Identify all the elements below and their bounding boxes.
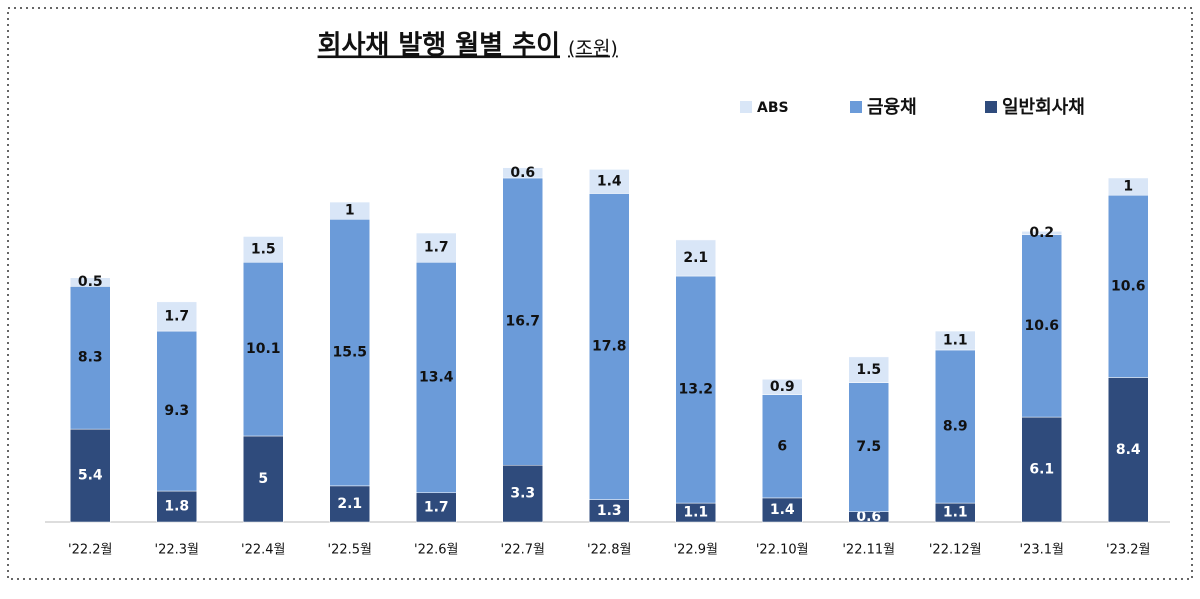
x-tick-label: '22.12월 [929, 543, 982, 558]
x-tick-label: '22.8월 [587, 543, 631, 558]
bar-segment [848, 382, 889, 512]
x-tick-label: '23.2월 [1106, 543, 1150, 558]
data-label: 10.6 [1024, 318, 1059, 334]
bar-segment [675, 239, 716, 277]
data-label: 1.3 [597, 503, 622, 519]
data-label: 3.3 [510, 486, 535, 502]
bar-segment [848, 356, 889, 383]
bar-segment [416, 232, 457, 263]
bar-segment [762, 497, 803, 523]
data-label: 7.5 [856, 439, 881, 455]
data-label: 1.4 [770, 502, 795, 518]
bar-segment [70, 277, 111, 287]
bar-segment [329, 219, 370, 487]
bar-segment [589, 193, 630, 500]
data-label: 1.1 [683, 505, 708, 521]
data-label: 10.6 [1111, 278, 1146, 294]
legend-swatch [740, 101, 752, 113]
legend-label: ABS [757, 100, 789, 116]
data-label: 1 [345, 203, 355, 219]
legend-label: 금융채 [867, 97, 917, 118]
data-label: 13.4 [419, 370, 454, 386]
data-label: 1.4 [597, 173, 622, 189]
frame [7, 7, 1193, 580]
x-tick-label: '22.9월 [674, 543, 718, 558]
bar-segment [589, 169, 630, 194]
bar-segment [675, 275, 716, 504]
data-label: 17.8 [592, 339, 627, 355]
bar-segment [1108, 377, 1149, 523]
data-label: 8.3 [78, 350, 103, 366]
data-label: 6.1 [1029, 462, 1054, 478]
data-label: 1.5 [251, 241, 276, 257]
bar-segment [156, 490, 197, 523]
x-tick-label: '22.11월 [842, 543, 895, 558]
bar-segment [502, 167, 543, 179]
data-label: 1.7 [424, 240, 449, 256]
x-tick-label: '22.3월 [155, 543, 199, 558]
data-label: 0.9 [770, 379, 795, 395]
chart-title: 회사채 발행 월별 추이 [318, 31, 560, 61]
x-tick-label: '22.6월 [414, 543, 458, 558]
bar-segment [502, 464, 543, 523]
unit-label: (조원) [568, 38, 618, 60]
data-label: 2.1 [683, 250, 708, 266]
data-label: 0.6 [856, 509, 881, 525]
data-label: 9.3 [164, 403, 189, 419]
data-label: 8.9 [943, 419, 968, 435]
data-label: 1.7 [164, 308, 189, 324]
bar-segment [243, 262, 284, 437]
bar-segment [1021, 234, 1062, 418]
bar-segment [762, 378, 803, 395]
data-label: 1.7 [424, 499, 449, 515]
bar-segment [935, 330, 976, 351]
data-label: 13.2 [678, 382, 713, 398]
data-label: 0.6 [510, 165, 535, 181]
legend-label: 일반회사채 [1002, 97, 1085, 118]
bar-segment [935, 349, 976, 504]
data-label: 5.4 [78, 468, 103, 484]
data-label: 0.2 [1029, 225, 1054, 241]
x-tick-label: '23.1월 [1020, 543, 1064, 558]
data-label: 6 [777, 438, 787, 454]
data-label: 16.7 [505, 314, 540, 330]
data-label: 10.1 [246, 341, 281, 357]
bar-segment [1108, 177, 1149, 196]
x-tick-label: '22.5월 [328, 543, 372, 558]
bar-segment [416, 492, 457, 523]
data-label: 5 [258, 471, 268, 487]
bar-segment [762, 394, 803, 499]
bar-segment [1021, 231, 1062, 236]
data-label: 1.8 [164, 499, 189, 515]
x-tick-label: '22.10월 [756, 543, 809, 558]
data-label: 2.1 [337, 496, 362, 512]
bar-segment [329, 201, 370, 220]
data-label: 15.5 [332, 345, 367, 361]
x-tick-label: '22.4월 [241, 543, 285, 558]
bar-segment [243, 236, 284, 263]
x-tick-label: '22.7월 [501, 543, 545, 558]
data-label: 1.5 [856, 362, 881, 378]
legend-swatch [850, 101, 862, 113]
data-label: 1 [1123, 179, 1133, 195]
bar-segment [156, 301, 197, 332]
data-label: 8.4 [1116, 442, 1141, 458]
bar-segment [156, 330, 197, 492]
bar-segment [416, 262, 457, 494]
legend-swatch [985, 101, 997, 113]
data-label: 0.5 [78, 274, 103, 290]
x-tick-label: '22.2월 [68, 543, 112, 558]
data-label: 1.1 [943, 333, 968, 349]
bar-segment [243, 435, 284, 523]
bar-segment [70, 286, 111, 430]
bar-segment [502, 177, 543, 466]
bar-segment [329, 485, 370, 523]
data-label: 1.1 [943, 505, 968, 521]
